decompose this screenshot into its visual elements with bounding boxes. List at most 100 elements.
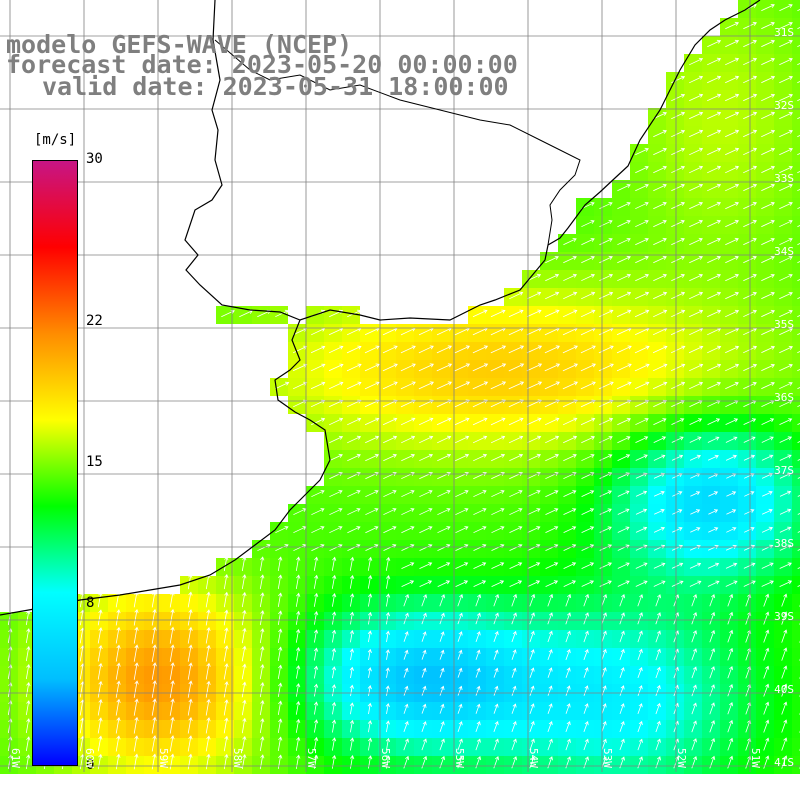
- wind-arrow: [473, 580, 487, 587]
- wind-arrow: [223, 735, 229, 752]
- wind-arrow: [655, 720, 661, 733]
- wind-arrow: [653, 309, 668, 318]
- wind-arrow: [708, 509, 719, 515]
- wind-arrow: [277, 664, 283, 679]
- wind-arrow: [332, 593, 337, 607]
- wind-arrow: [511, 703, 517, 714]
- wind-arrow: [655, 630, 661, 643]
- wind-arrow: [328, 399, 344, 408]
- wind-arrow: [25, 754, 31, 770]
- wind-arrow: [347, 490, 361, 498]
- wind-arrow: [436, 345, 453, 354]
- wind-arrow: [241, 735, 247, 752]
- wind-arrow: [797, 351, 800, 354]
- wind-arrow: [689, 183, 704, 192]
- wind-arrow: [635, 490, 648, 497]
- wind-speed-cell: [792, 180, 800, 198]
- wind-arrow: [725, 418, 739, 425]
- wind-arrow: [672, 527, 683, 533]
- wind-arrow: [727, 629, 734, 643]
- wind-arrow: [346, 399, 362, 408]
- wind-arrow: [169, 753, 175, 770]
- wind-arrow: [529, 738, 535, 751]
- wind-arrow: [617, 454, 631, 461]
- wind-arrow: [347, 435, 362, 444]
- wind-arrow: [761, 327, 775, 336]
- wind-arrow: [187, 662, 193, 680]
- wind-arrow: [545, 453, 560, 462]
- wind-arrow: [509, 580, 523, 587]
- wind-arrow: [616, 345, 632, 354]
- wind-arrow: [547, 667, 553, 678]
- wind-arrow: [25, 664, 31, 680]
- wind-arrow: [349, 755, 355, 769]
- wind-arrow: [670, 345, 686, 354]
- wind-arrow: [779, 129, 794, 138]
- wind-arrow: [689, 147, 704, 156]
- wind-arrow: [619, 648, 625, 661]
- wind-arrow: [475, 685, 481, 696]
- wind-speed-cell: [792, 702, 800, 720]
- wind-arrow: [547, 720, 553, 733]
- wind-arrow: [779, 292, 793, 300]
- wind-arrow: [455, 490, 469, 498]
- wind-arrow: [725, 111, 740, 120]
- wind-arrow: [563, 291, 578, 300]
- wind-speed-cell: [792, 738, 800, 756]
- wind-arrow: [205, 698, 211, 716]
- wind-arrow: [689, 219, 704, 228]
- wind-arrow: [436, 363, 453, 372]
- wind-arrow: [635, 418, 649, 426]
- wind-arrow: [383, 526, 397, 534]
- wind-arrow: [761, 4, 775, 12]
- wind-arrow: [725, 183, 740, 192]
- wind-arrow: [727, 593, 734, 607]
- wind-arrow: [275, 526, 289, 534]
- wind-arrow: [580, 381, 596, 390]
- wind-arrow: [545, 435, 560, 444]
- wind-arrow: [761, 93, 776, 102]
- wind-arrow: [779, 238, 793, 246]
- wind-arrow: [655, 612, 661, 625]
- wind-arrow: [421, 667, 427, 678]
- wind-arrow: [599, 291, 614, 300]
- wind-arrow: [509, 562, 523, 569]
- wind-arrow: [259, 718, 265, 734]
- wind-speed-cell: [792, 612, 800, 630]
- latitude-label: 31S: [774, 26, 794, 39]
- wind-arrow: [205, 680, 211, 698]
- wind-arrow: [547, 738, 553, 751]
- wind-speed-cell: [792, 72, 800, 90]
- wind-arrow: [403, 685, 409, 696]
- wind-arrow: [653, 147, 668, 156]
- wind-arrow: [457, 738, 463, 751]
- wind-arrow: [386, 755, 391, 769]
- longitude-label: 61W: [9, 748, 22, 768]
- wind-arrow: [635, 255, 649, 264]
- wind-arrow: [689, 291, 704, 300]
- wind-arrow: [545, 562, 559, 569]
- wind-speed-cell: [792, 162, 800, 180]
- wind-arrow: [509, 508, 523, 516]
- wind-arrow: [385, 703, 390, 714]
- wind-arrow: [616, 381, 632, 390]
- wind-arrow: [403, 649, 409, 660]
- wind-arrow: [691, 720, 697, 733]
- wind-arrow: [797, 333, 800, 336]
- wind-speed-cell: [792, 324, 800, 342]
- wind-arrow: [205, 662, 211, 680]
- wind-speed-cell: [792, 306, 800, 324]
- wind-arrow: [689, 381, 704, 390]
- wind-arrow: [761, 562, 774, 569]
- wind-arrow: [437, 453, 452, 462]
- wind-arrow: [133, 609, 139, 626]
- wind-arrow: [601, 648, 607, 661]
- wind-arrow: [616, 399, 632, 408]
- wind-arrow: [367, 737, 373, 751]
- wind-arrow: [527, 562, 541, 569]
- wind-arrow: [779, 274, 793, 282]
- wind-arrow: [565, 738, 571, 751]
- wind-arrow: [707, 57, 722, 66]
- wind-arrow: [653, 490, 665, 497]
- wind-arrow: [509, 291, 524, 300]
